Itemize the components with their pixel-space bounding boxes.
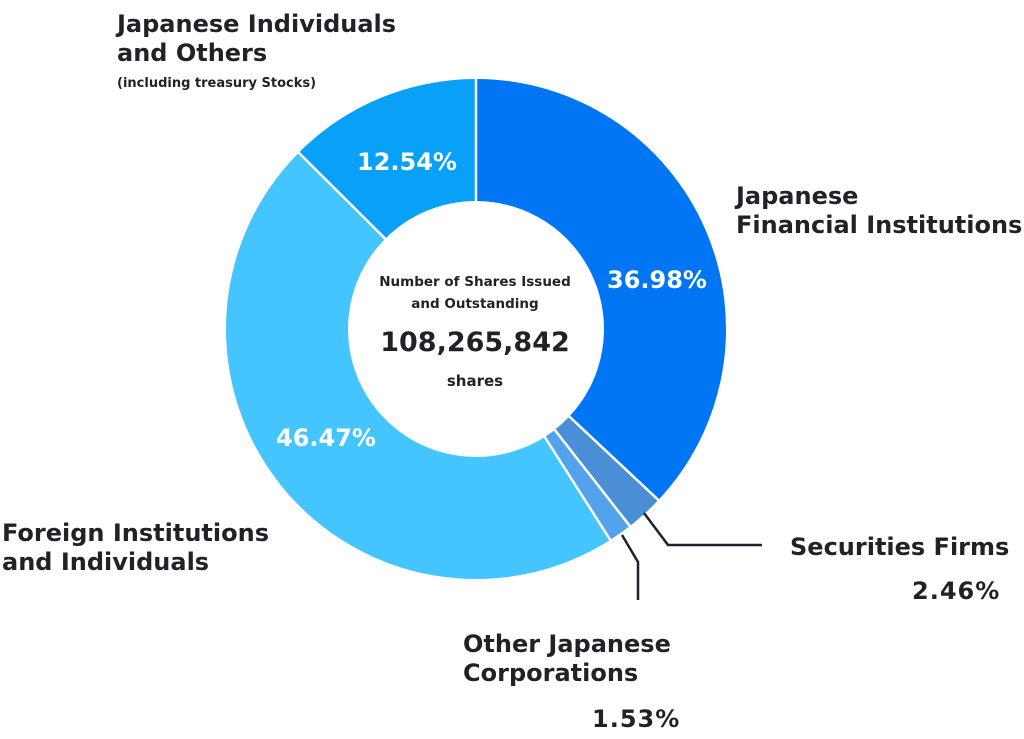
legend-label-other-japanese-corporations: Other Japanese Corporations bbox=[463, 630, 671, 687]
slice-other-japanese-corporations bbox=[544, 429, 630, 540]
slice-japanese-financial-institutions bbox=[476, 79, 727, 500]
slice-label-foreign-institutions-and-individuals: 46.47% bbox=[276, 424, 376, 452]
slice-divider bbox=[567, 414, 660, 502]
legend-label-foreign-institutions-and-individuals: Foreign Institutions and Individuals bbox=[2, 519, 269, 576]
legend-pct-securities-firms: 2.46% bbox=[912, 577, 1001, 605]
donut-center: Number of Shares Issued and Outstanding … bbox=[345, 272, 605, 390]
slice-label-japanese-financial-institutions: 36.98% bbox=[607, 266, 707, 294]
center-caption-line1: Number of Shares Issued bbox=[379, 274, 571, 290]
legend-pct-other-japanese-corporations: 1.53% bbox=[592, 705, 681, 733]
center-total-shares: 108,265,842 bbox=[380, 327, 570, 359]
center-caption-line2: and Outstanding bbox=[411, 295, 539, 312]
leader-line-securities-firms bbox=[643, 512, 762, 547]
slice-foreign-institutions-and-individuals bbox=[225, 152, 611, 580]
slice-divider bbox=[543, 435, 612, 542]
legend-label-japanese-individuals-and-others: Japanese Individuals and Others (includi… bbox=[117, 10, 397, 91]
center-unit: shares bbox=[446, 372, 504, 391]
slice-securities-firms bbox=[554, 416, 659, 527]
legend-label-japanese-financial-institutions: Japanese Financial Institutions bbox=[736, 182, 1023, 239]
legend-label-securities-firms: Securities Firms bbox=[790, 533, 1010, 561]
leader-line-other-japanese-corporations bbox=[620, 534, 640, 600]
slice-divider bbox=[297, 151, 387, 241]
slice-japanese-individuals-and-others bbox=[298, 79, 476, 239]
slice-label-japanese-individuals-and-others: 12.54% bbox=[357, 148, 457, 176]
slice-divider bbox=[553, 428, 632, 528]
